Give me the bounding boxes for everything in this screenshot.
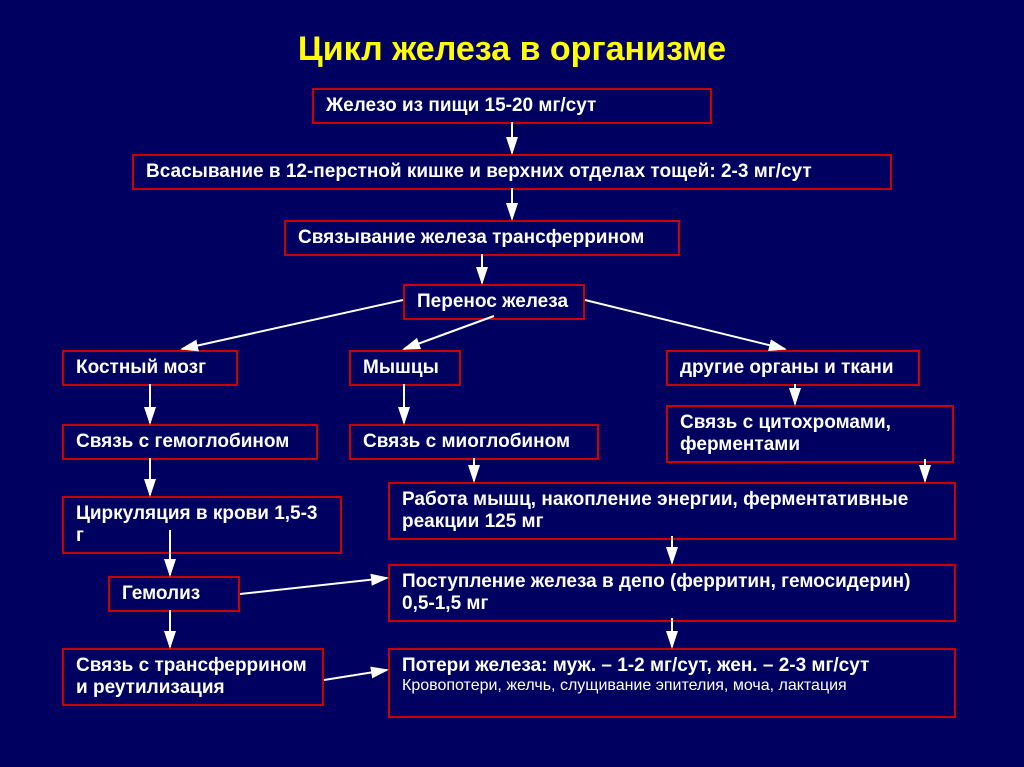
- node-n4: Перенос железа: [403, 284, 585, 320]
- diagram-title: Цикл железа в организме: [0, 30, 1024, 69]
- node-n2: Всасывание в 12-перстной кишке и верхних…: [132, 154, 892, 190]
- node-n6: Мышцы: [349, 350, 461, 386]
- node-n16: Потери железа: муж. – 1-2 мг/сут, жен. –…: [388, 648, 956, 718]
- node-n1: Железо из пищи 15-20 мг/сут: [312, 88, 712, 124]
- node-n15: Связь с трансферрином и реутилизация: [62, 648, 324, 706]
- node-subtext: Кровопотери, желчь, слущивание эпителия,…: [402, 677, 942, 695]
- node-n13: Гемолиз: [108, 576, 240, 612]
- node-n11: Циркуляция в крови 1,5-3 г: [62, 496, 342, 554]
- node-n8: Связь с гемоглобином: [62, 424, 318, 460]
- node-n12: Работа мышц, накопление энергии, фермент…: [388, 482, 956, 540]
- node-n9: Связь с миоглобином: [349, 424, 599, 460]
- node-text: Потери железа: муж. – 1-2 мг/сут, жен. –…: [402, 655, 942, 677]
- node-n5: Костный мозг: [62, 350, 238, 386]
- node-n7: другие органы и ткани: [666, 350, 920, 386]
- node-n10: Связь с цитохромами, ферментами: [666, 405, 954, 463]
- node-n3: Связывание железа трансферрином: [284, 220, 680, 256]
- node-n14: Поступление железа в депо (ферритин, гем…: [388, 564, 956, 622]
